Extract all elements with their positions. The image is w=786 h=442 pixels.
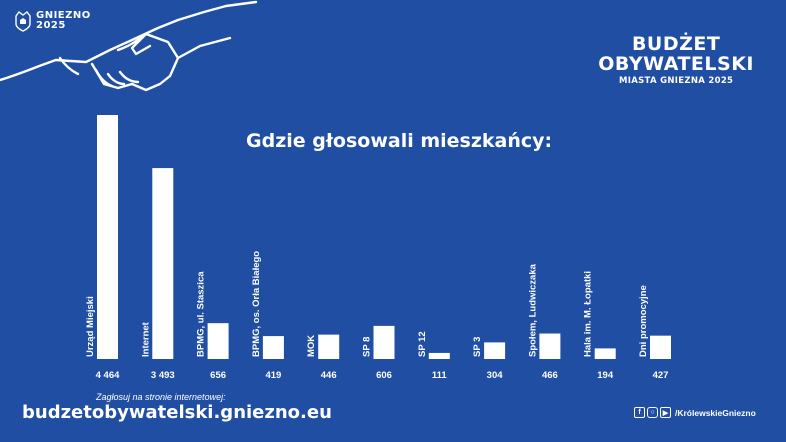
category-label-2: BPMG, ul. Staszica bbox=[196, 271, 207, 357]
value-label-5: 606 bbox=[376, 370, 392, 381]
value-label-4: 446 bbox=[321, 370, 337, 381]
value-label-8: 466 bbox=[542, 370, 558, 381]
category-label-7: SP 3 bbox=[472, 337, 483, 357]
bar-10 bbox=[650, 335, 671, 359]
budzet-obywatelski-brand: BUDŻET OBYWATELSKI MIASTA GNIEZNA 2025 bbox=[598, 34, 754, 86]
value-label-0: 4 464 bbox=[96, 370, 120, 381]
category-label-5: SP 8 bbox=[362, 337, 373, 357]
facebook-icon[interactable]: f bbox=[634, 407, 645, 418]
brand-line1: BUDŻET bbox=[631, 33, 721, 55]
bar-3 bbox=[262, 336, 284, 359]
category-label-6: SP 12 bbox=[417, 331, 428, 357]
logo-line2: 2025 bbox=[36, 20, 66, 31]
youtube-icon[interactable]: ▶ bbox=[660, 407, 671, 418]
gniezno-2025-logo: GNIEZNO 2025 bbox=[14, 10, 91, 32]
promo-text: Zagłosuj na stronie internetowej: bbox=[96, 392, 226, 402]
value-label-7: 304 bbox=[487, 370, 504, 381]
value-label-3: 419 bbox=[265, 370, 281, 381]
category-label-9: Hala im. M. Łopatki bbox=[583, 271, 594, 357]
category-label-10: Dni promocyjne bbox=[638, 285, 649, 357]
value-label-9: 194 bbox=[597, 370, 614, 381]
bar-7 bbox=[484, 342, 506, 359]
social-handle[interactable]: /KrólewskieGniezno bbox=[675, 407, 756, 418]
brand-subtitle: MIASTA GNIEZNA 2025 bbox=[619, 76, 734, 86]
category-label-4: MOK bbox=[306, 335, 317, 357]
value-label-10: 427 bbox=[653, 370, 669, 381]
bar-0 bbox=[97, 115, 118, 359]
bar-4 bbox=[318, 334, 340, 359]
bar-1 bbox=[152, 168, 174, 359]
category-label-8: Społem, Ludwiczaka bbox=[527, 263, 538, 357]
crown-crest-icon bbox=[15, 11, 31, 32]
bar-9 bbox=[594, 348, 616, 359]
brand-line2: OBYWATELSKI bbox=[598, 53, 754, 75]
chart-title: Gdzie głosowali mieszkańcy: bbox=[246, 130, 553, 152]
category-label-1: Internet bbox=[140, 321, 151, 357]
social-bar: f ○ ▶ /KrólewskieGniezno bbox=[634, 407, 756, 418]
bar-6 bbox=[428, 352, 450, 359]
value-label-6: 111 bbox=[432, 370, 448, 381]
bar-8 bbox=[539, 333, 561, 359]
instagram-icon[interactable]: ○ bbox=[647, 407, 658, 418]
category-label-0: Urząd Miejski bbox=[85, 296, 96, 357]
category-label-3: BPMG, os. Orła Białego bbox=[251, 251, 262, 357]
logo-line1: GNIEZNO bbox=[36, 10, 91, 21]
bar-2 bbox=[207, 323, 229, 359]
website-url[interactable]: budzetobywatelski.gniezno.eu bbox=[22, 402, 332, 423]
value-label-2: 656 bbox=[210, 370, 226, 381]
bar-5 bbox=[373, 325, 395, 359]
value-label-1: 3 493 bbox=[151, 370, 175, 381]
